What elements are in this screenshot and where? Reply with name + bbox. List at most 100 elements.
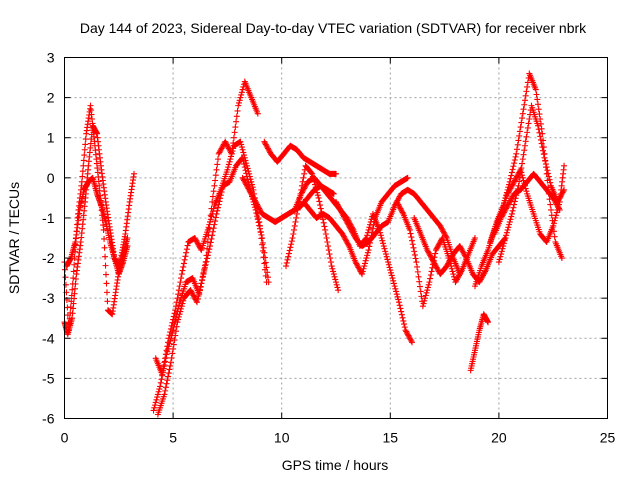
data-point <box>405 332 412 339</box>
data-point <box>170 345 177 352</box>
data-point <box>380 243 387 250</box>
data-point <box>124 243 131 250</box>
data-point <box>522 92 529 99</box>
data-point <box>511 157 518 164</box>
data-point <box>101 235 108 242</box>
data-point <box>508 210 515 217</box>
data-point <box>345 221 352 228</box>
data-point <box>544 167 551 174</box>
data-point <box>339 230 346 237</box>
data-point <box>170 316 177 323</box>
data-point <box>420 300 427 307</box>
data-point <box>163 380 170 387</box>
data-point <box>104 298 111 305</box>
data-point <box>393 291 400 298</box>
data-point <box>332 276 339 283</box>
data-point <box>515 182 522 189</box>
data-point <box>256 206 263 213</box>
data-point <box>264 144 271 151</box>
data-point <box>417 288 424 295</box>
data-point <box>191 293 198 300</box>
data-point <box>253 210 260 217</box>
data-point <box>217 192 224 199</box>
data-point <box>401 321 408 328</box>
data-point <box>415 273 422 280</box>
data-point <box>171 310 178 317</box>
data-point <box>216 149 223 156</box>
data-point <box>248 178 255 185</box>
data-point <box>398 208 405 215</box>
series-t14 <box>411 214 509 286</box>
data-point <box>403 329 410 336</box>
data-point <box>204 226 211 233</box>
data-point <box>448 253 455 260</box>
data-point <box>257 208 264 215</box>
data-point <box>226 146 233 153</box>
data-point <box>154 394 161 401</box>
data-point <box>385 261 392 268</box>
data-point <box>259 235 266 241</box>
data-point <box>448 255 455 262</box>
data-point <box>423 289 430 296</box>
data-point <box>516 132 523 139</box>
data-point <box>395 296 402 303</box>
data-point <box>557 193 564 200</box>
data-point <box>252 198 259 205</box>
data-point <box>70 268 77 275</box>
data-point <box>172 307 179 314</box>
data-point <box>303 181 310 188</box>
data-point <box>308 169 315 176</box>
data-point <box>480 271 487 278</box>
data-point <box>350 230 357 237</box>
data-point <box>555 205 562 212</box>
data-point <box>545 170 552 177</box>
data-point <box>211 221 218 228</box>
data-point <box>390 277 397 284</box>
data-point <box>406 226 413 233</box>
data-point <box>240 176 247 183</box>
data-point <box>183 249 190 256</box>
data-point <box>239 146 246 153</box>
data-point <box>161 359 168 366</box>
data-point <box>159 371 166 378</box>
data-point <box>455 273 462 280</box>
data-point <box>521 142 528 149</box>
data-point <box>212 177 219 184</box>
data-point <box>214 156 221 163</box>
data-point <box>507 175 514 182</box>
data-point <box>363 235 370 241</box>
y-tick-labels: -6 -5 -4 -3 -2 -1 0 1 2 3 <box>42 50 55 427</box>
data-point <box>410 244 417 251</box>
data-point <box>395 299 402 306</box>
data-point <box>500 243 507 250</box>
series-t16 <box>467 311 492 374</box>
data-point <box>71 261 78 268</box>
data-point <box>322 226 329 233</box>
data-point <box>208 235 215 242</box>
data-point <box>174 295 181 302</box>
data-point <box>365 226 372 233</box>
data-point <box>407 230 414 237</box>
data-point <box>253 200 260 207</box>
data-point <box>188 289 195 296</box>
data-point <box>513 150 520 157</box>
data-point <box>179 300 186 307</box>
data-point <box>301 184 308 191</box>
data-point <box>242 180 249 187</box>
data-point <box>219 185 226 192</box>
data-point <box>550 220 557 227</box>
data-point <box>103 280 110 287</box>
data-point <box>235 99 242 106</box>
data-point <box>151 404 158 411</box>
data-point <box>546 176 553 183</box>
data-point <box>519 174 526 181</box>
data-point <box>79 173 86 180</box>
data-point <box>427 275 434 282</box>
data-point <box>518 165 525 172</box>
data-point <box>340 233 347 240</box>
grid <box>64 57 608 419</box>
data-point <box>256 225 263 232</box>
data-point <box>400 317 407 324</box>
data-point <box>364 252 371 259</box>
data-point <box>242 167 249 174</box>
